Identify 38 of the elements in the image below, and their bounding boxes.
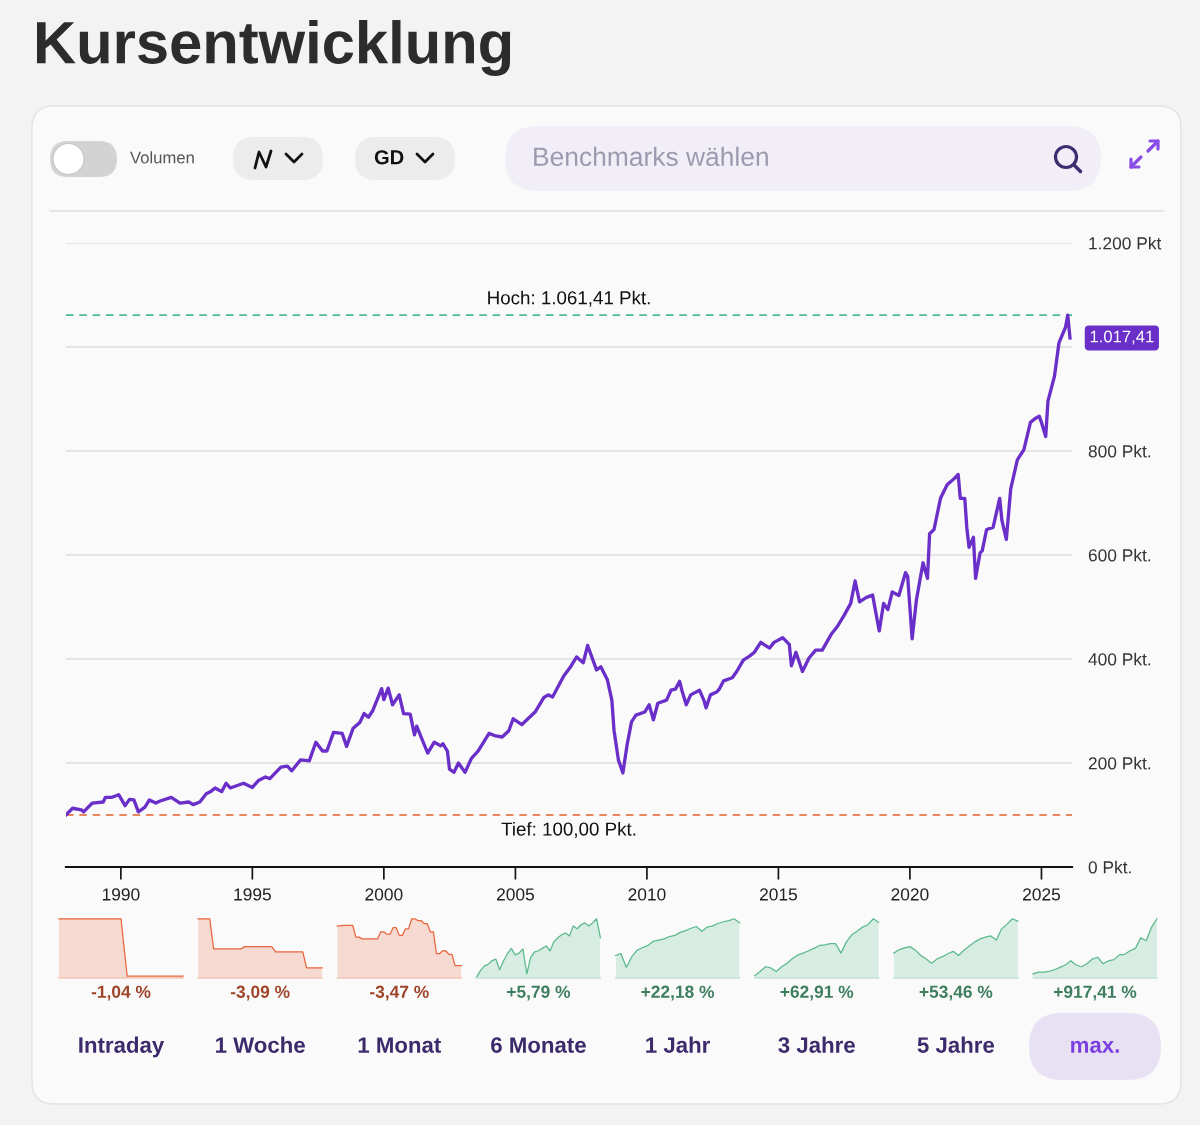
text: 1 Woche bbox=[216, 1036, 305, 1053]
text: Intraday bbox=[79, 1036, 165, 1058]
x-tick-label: 2020 bbox=[891, 888, 929, 901]
x-tick-label: 2005 bbox=[496, 888, 535, 901]
line-series bbox=[66, 313, 1072, 817]
x-axis-title: +5,79 % bbox=[507, 985, 571, 1001]
y-tick-label: 0 Pkt. bbox=[1088, 860, 1131, 874]
x-tick-label: 1990 bbox=[102, 888, 140, 901]
y-tick-label: 200 Pkt. bbox=[1088, 756, 1151, 770]
x-axis-title: -3,47 % bbox=[370, 985, 429, 1001]
text: Kursentwicklung bbox=[36, 20, 511, 76]
text: 3 Jahre bbox=[778, 1036, 855, 1053]
text: Benchmarks wählen bbox=[534, 146, 768, 167]
x-axis-title: +917,41 % bbox=[1053, 985, 1137, 1001]
x-axis-title: +53,46 % bbox=[919, 985, 993, 1001]
x-tick-label: 2000 bbox=[365, 888, 403, 901]
y-tick-label: 600 Pkt. bbox=[1088, 548, 1151, 562]
annotation: 1.017,41 bbox=[1090, 330, 1154, 345]
x-tick-label: 2010 bbox=[628, 888, 666, 901]
y-tick-label: 400 Pkt. bbox=[1088, 652, 1151, 666]
text: max. bbox=[1071, 1040, 1119, 1053]
x-axis-title: -3,09 % bbox=[230, 985, 290, 1001]
x-axis-title: -1,04 % bbox=[91, 985, 151, 1001]
text: GD bbox=[374, 150, 404, 165]
x-axis-title: +22,18 % bbox=[641, 985, 715, 1001]
text: 1 Monat bbox=[358, 1037, 441, 1053]
x-axis-title: +62,91 % bbox=[780, 985, 854, 1001]
text: 5 Jahre bbox=[917, 1036, 995, 1053]
x-tick-label: 1995 bbox=[234, 888, 271, 901]
x-tick-label: 2025 bbox=[1023, 888, 1061, 901]
ref-line-label: Tief: 100,00 Pkt. bbox=[501, 821, 636, 838]
y-tick-label: 1.200 Pkt bbox=[1089, 236, 1162, 250]
ref-line-label: Hoch: 1.061,41 Pkt. bbox=[488, 290, 650, 307]
x-tick-label: 2015 bbox=[759, 888, 797, 901]
text: 1 Jahr bbox=[646, 1036, 710, 1053]
text: Volumen bbox=[130, 151, 194, 164]
y-tick-label: 800 Pkt. bbox=[1088, 444, 1151, 458]
text: 6 Monate bbox=[491, 1037, 586, 1053]
